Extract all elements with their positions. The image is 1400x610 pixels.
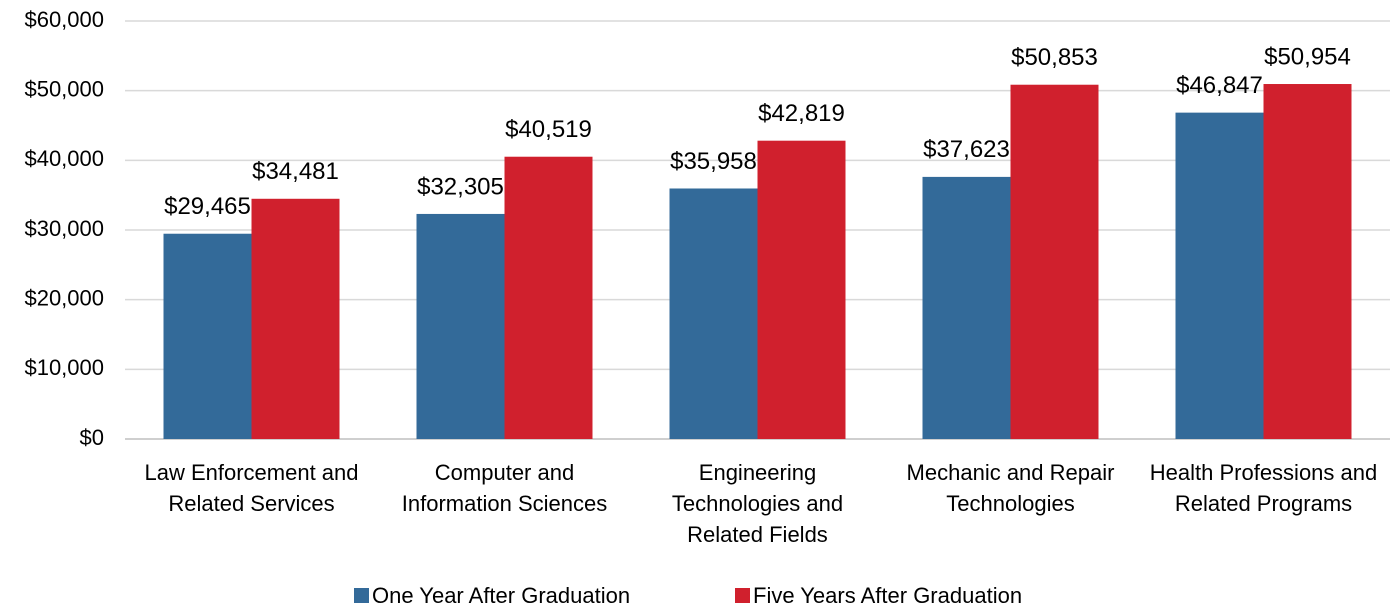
y-tick-label: $0 [80, 425, 104, 450]
y-tick-label: $30,000 [24, 216, 104, 241]
data-label: $42,819 [758, 100, 845, 127]
legend-swatch [735, 588, 750, 603]
bar [757, 140, 846, 439]
bar [504, 156, 593, 439]
bar [669, 188, 758, 439]
data-label: $37,623 [923, 136, 1010, 163]
bar [1175, 112, 1264, 439]
legend-label: One Year After Graduation [372, 583, 630, 608]
data-label: $35,958 [670, 148, 757, 175]
bar [163, 233, 252, 439]
y-tick-label: $50,000 [24, 76, 104, 101]
legend-label: Five Years After Graduation [753, 583, 1022, 608]
data-label: $34,481 [252, 158, 339, 185]
x-tick-label: Health Professions and Related Programs [1149, 460, 1378, 516]
bar [1010, 84, 1099, 440]
data-label: $32,305 [417, 173, 504, 200]
data-label: $29,465 [164, 193, 251, 220]
bar [416, 213, 505, 439]
y-tick-label: $40,000 [24, 146, 104, 171]
x-tick-label: Law Enforcement and Related Services [144, 460, 359, 516]
x-tick-label: Mechanic and Repair Technologies [906, 460, 1115, 516]
legend-swatch [354, 588, 369, 603]
bar [1263, 84, 1352, 439]
data-label: $50,954 [1264, 43, 1351, 70]
y-tick-label: $20,000 [24, 285, 104, 310]
y-tick-label: $10,000 [24, 355, 104, 380]
y-tick-label: $60,000 [24, 7, 104, 32]
bar [251, 198, 340, 439]
bar [922, 176, 1011, 439]
x-tick-label: Computer and Information Sciences [401, 460, 608, 516]
data-label: $46,847 [1176, 72, 1263, 99]
data-label: $50,853 [1011, 44, 1098, 71]
x-tick-label: Engineering Technologies and Related Fie… [671, 460, 844, 547]
data-label: $40,519 [505, 116, 592, 143]
